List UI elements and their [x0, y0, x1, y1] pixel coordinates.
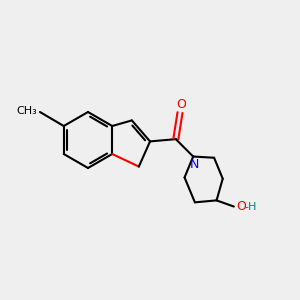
- Text: O: O: [176, 98, 186, 111]
- Text: N: N: [190, 158, 199, 170]
- Text: -H: -H: [245, 202, 257, 212]
- Text: CH₃: CH₃: [16, 106, 37, 116]
- Text: O: O: [236, 200, 246, 213]
